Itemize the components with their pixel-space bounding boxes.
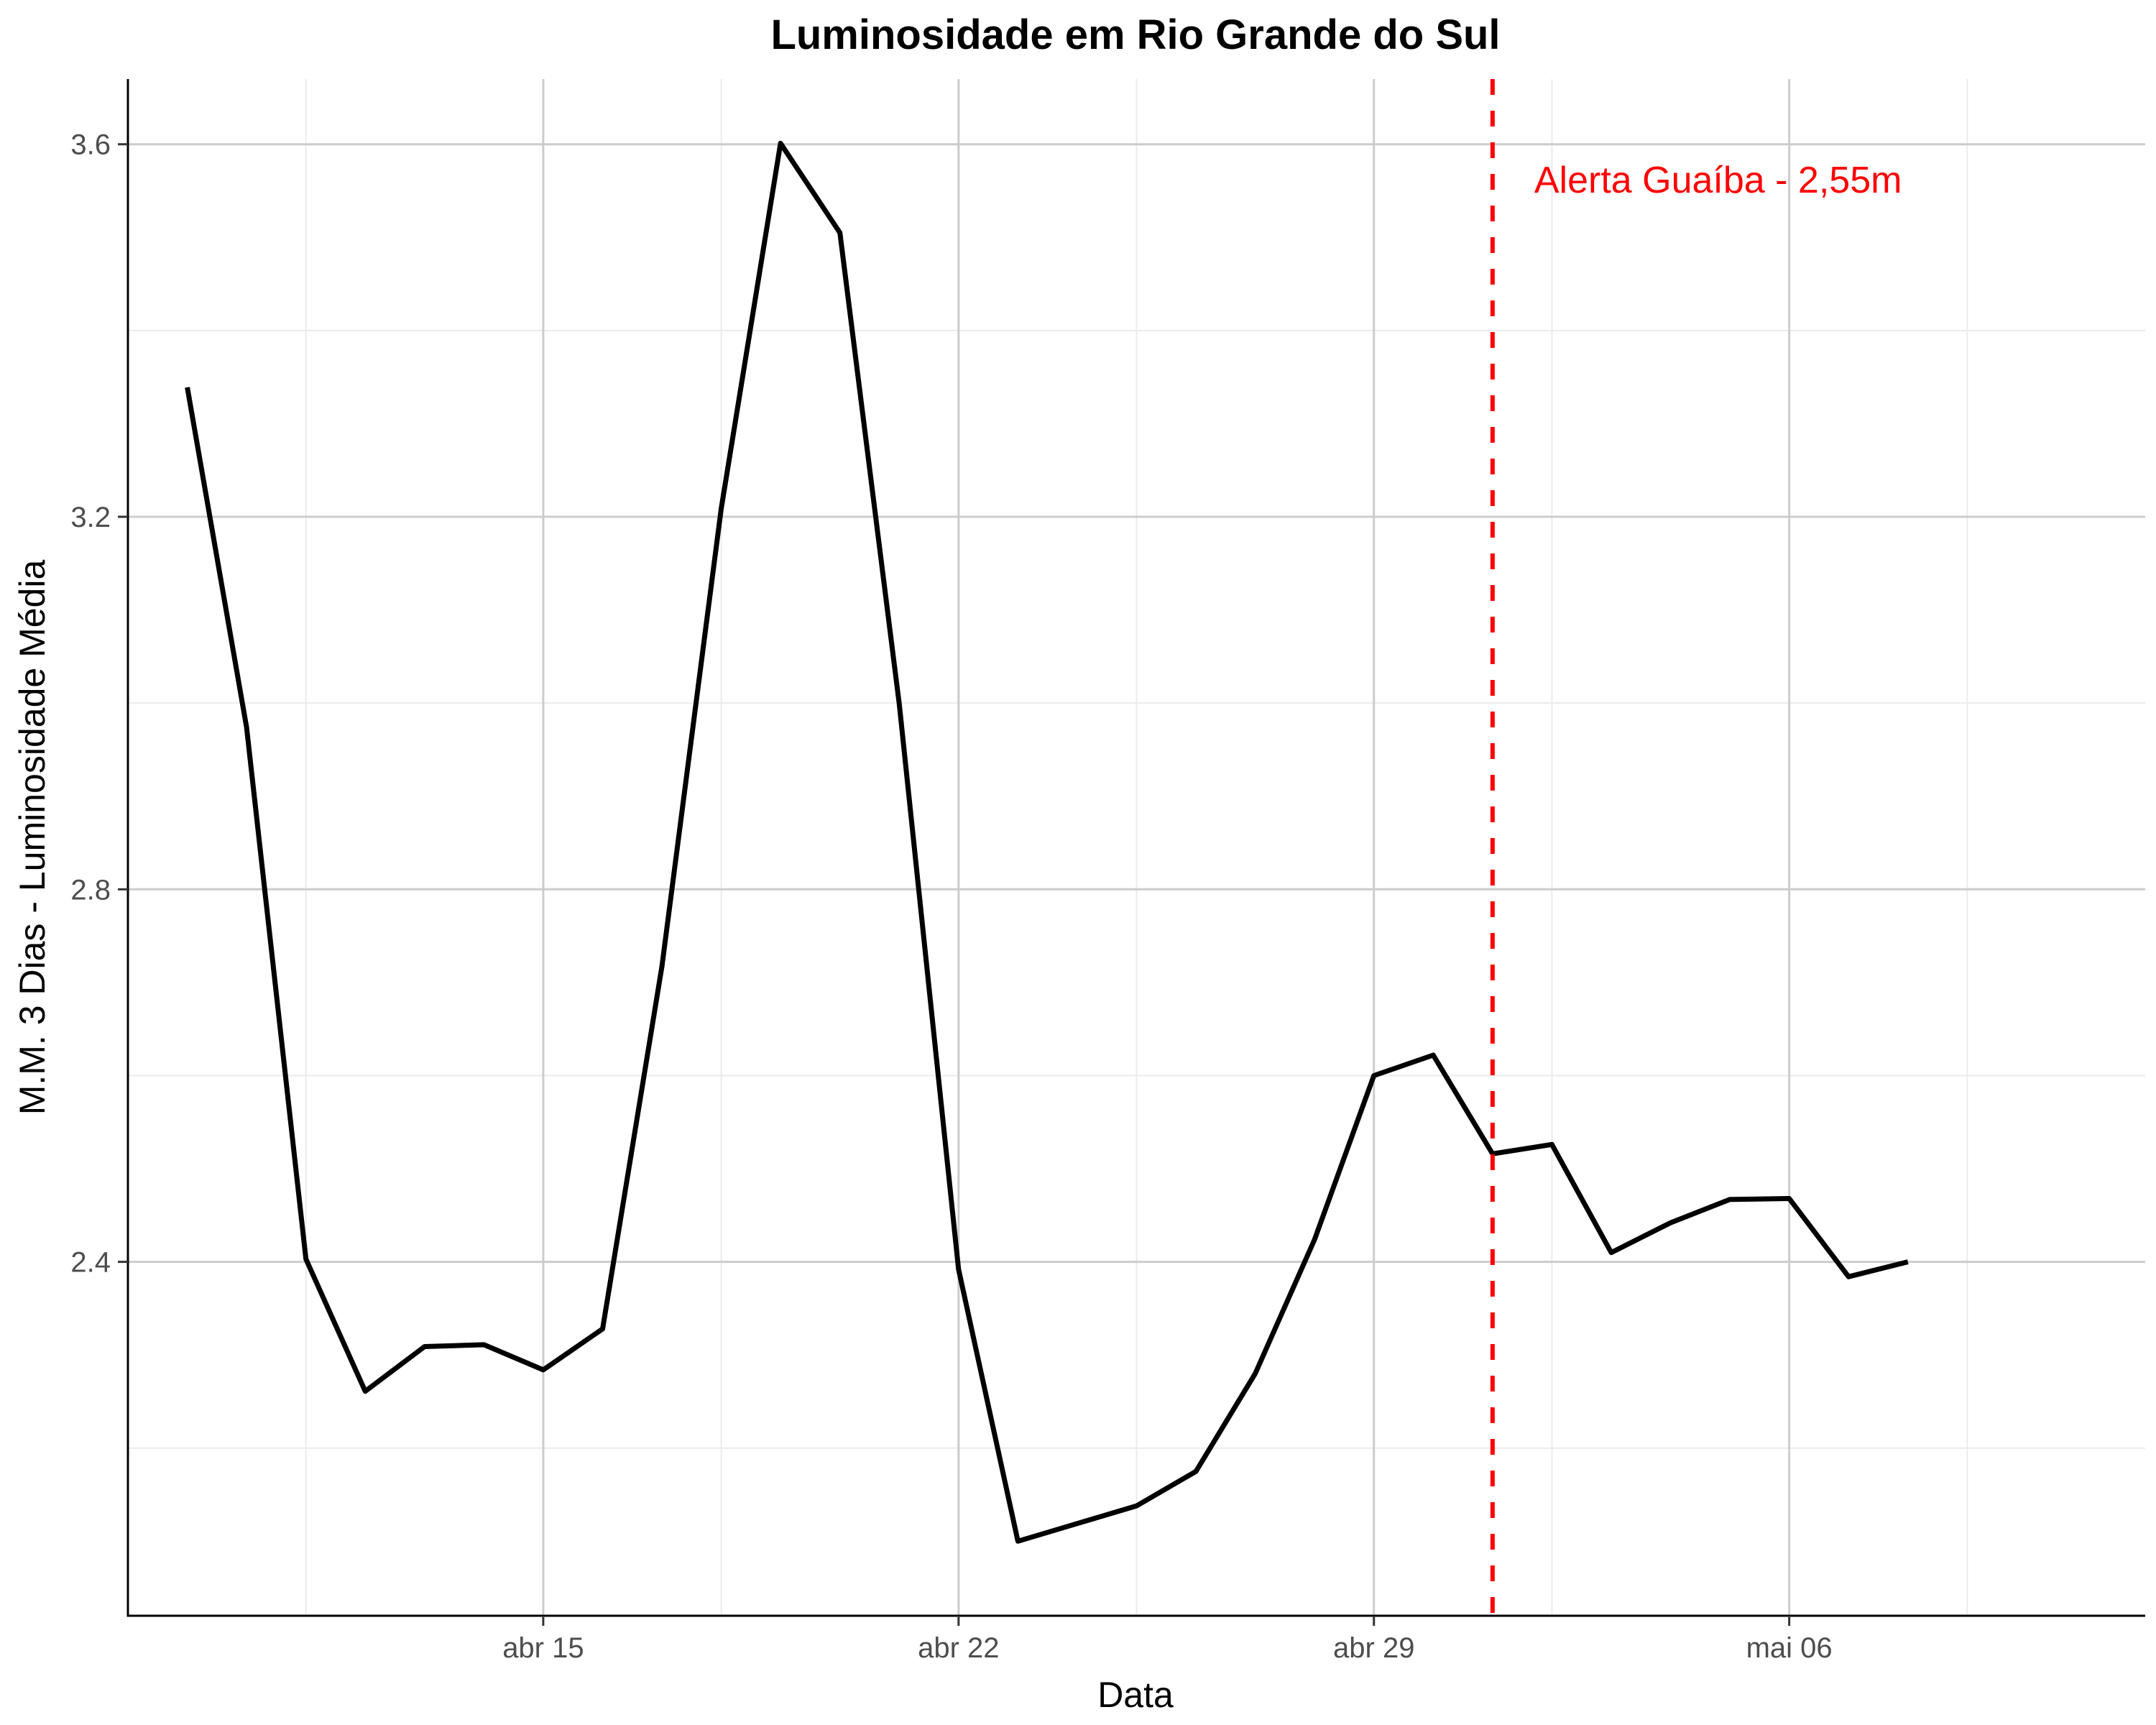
x-tick-label: mai 06 <box>1746 1632 1833 1664</box>
x-tick-label: abr 29 <box>1333 1632 1414 1664</box>
x-tick-label: abr 22 <box>918 1632 999 1664</box>
annotation-layer: Alerta Guaíba - 2,55m <box>1490 79 1902 1616</box>
y-axis-title: M.M. 3 Dias - Luminosidade Média <box>12 560 52 1116</box>
x-axis-title: Data <box>1097 1675 1174 1715</box>
y-tick-label: 2.4 <box>70 1247 111 1279</box>
grid-minor <box>128 79 2145 1616</box>
grid-major <box>128 79 2145 1616</box>
x-tick-label: abr 15 <box>502 1632 584 1664</box>
y-tick-label: 2.8 <box>70 874 111 906</box>
tick-labels: abr 15 abr 22 abr 29 mai 06 2.4 2.8 3.2 3.6 <box>70 129 1832 1664</box>
series-layer <box>185 140 1909 1544</box>
y-tick-label: 3.2 <box>70 502 111 533</box>
y-tick-label: 3.6 <box>70 129 111 161</box>
axes <box>118 79 2145 1626</box>
series-line <box>185 140 1909 1544</box>
alert-label: Alerta Guaíba - 2,55m <box>1534 160 1902 201</box>
chart-title: Luminosidade em Rio Grande do Sul <box>770 12 1500 58</box>
